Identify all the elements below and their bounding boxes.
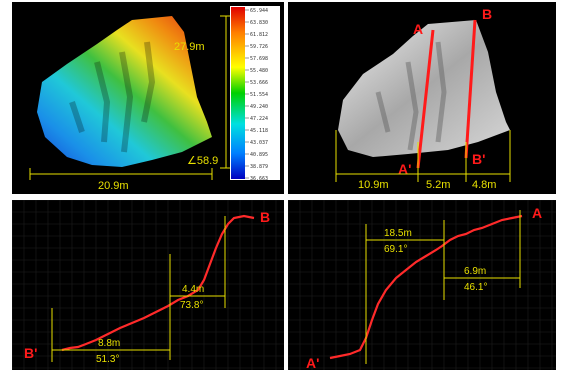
point-b-prime-label: B' [472,151,485,167]
colorbar-tick-label: 40.895 [250,152,268,158]
colorbar-tick-label: 59.726 [250,44,268,50]
profile-aa-end-label: A [532,205,542,221]
colorbar-tick-label: 63.830 [250,20,268,26]
profile-aa-seg1-angle: 69.1° [384,244,407,255]
profile-bb-start-label: B' [24,345,37,361]
colorbar-tick-label: 47.224 [250,116,268,122]
slope-angle-label: ∠58.9 [187,155,218,167]
colormap-panel: 27.9m ∠58.9 20.9m 65.944 63.830 61.812 59.7… [12,2,284,194]
point-a-prime-label: A' [398,161,411,177]
profile-aa-panel: A' A 18.5m 69.1° 6.9m 46.1° [288,200,556,370]
segment-2-label: 5.2m [426,179,450,191]
profile-aa-line [329,214,523,360]
colorbar-tick-label: 36.663 [250,176,268,182]
terrain-surface [37,16,212,167]
profile-bb-seg1-distance: 8.8m [98,338,120,349]
profile-bb-end-label: B [260,209,270,225]
segment-1-label: 10.9m [358,179,389,191]
point-b-label: B [482,6,492,22]
profile-aa-seg1-distance: 18.5m [384,228,412,239]
colorbar-tick-label: 61.812 [250,32,268,38]
colorbar-tick-label: 49.240 [250,104,268,110]
profile-bb-figure: B' B 8.8m 51.3° 4.4m 73.8° [12,200,284,370]
shaded-surface [338,20,510,157]
section-a-line [416,29,435,169]
colorbar: 65.944 63.830 61.812 59.726 57.698 55.480 53.6… [230,6,280,182]
colorbar-tick-label: 53.666 [250,80,268,86]
colorbar-tick-label: 45.118 [250,128,268,134]
point-a-label: A [413,21,423,37]
colorbar-tick-label: 65.944 [250,8,268,14]
section-b-line [464,19,477,159]
profile-aa-seg2-angle: 46.1° [464,282,487,293]
colorbar-tick-label: 38.879 [250,164,268,170]
colorbar-tick-label: 43.037 [250,140,268,146]
profile-bb-seg2-distance: 4.4m [182,284,204,295]
segment-dimensions: 10.9m 5.2m 4.8m [335,130,511,191]
profile-aa-figure: A' A 18.5m 69.1° 6.9m 46.1° [288,200,556,370]
profile-bb-panel: B' B 8.8m 51.3° 4.4m 73.8° [12,200,284,370]
width-dimension: 20.9m [29,168,213,192]
colorbar-tick-label: 51.554 [250,92,268,98]
colorbar-tick-label: 55.480 [250,68,268,74]
shaded-panel: A B A' B' 10.9m 5.2m 4.8m [288,2,556,194]
width-label: 20.9m [98,180,129,192]
profile-aa-seg2-distance: 6.9m [464,266,486,277]
shaded-figure: A B A' B' 10.9m 5.2m 4.8m [335,6,511,191]
height-label: 27.9m [174,41,205,53]
profile-bb-seg2-angle: 73.8° [180,300,203,311]
segment-3-label: 4.8m [472,179,496,191]
profile-aa-start-label: A' [306,355,319,370]
colorbar-tick-label: 57.698 [250,56,268,62]
profile-bb-seg1-angle: 51.3° [96,354,119,365]
colormap-figure: 27.9m ∠58.9 20.9m 65.944 63.830 61.812 59.7… [29,6,280,192]
